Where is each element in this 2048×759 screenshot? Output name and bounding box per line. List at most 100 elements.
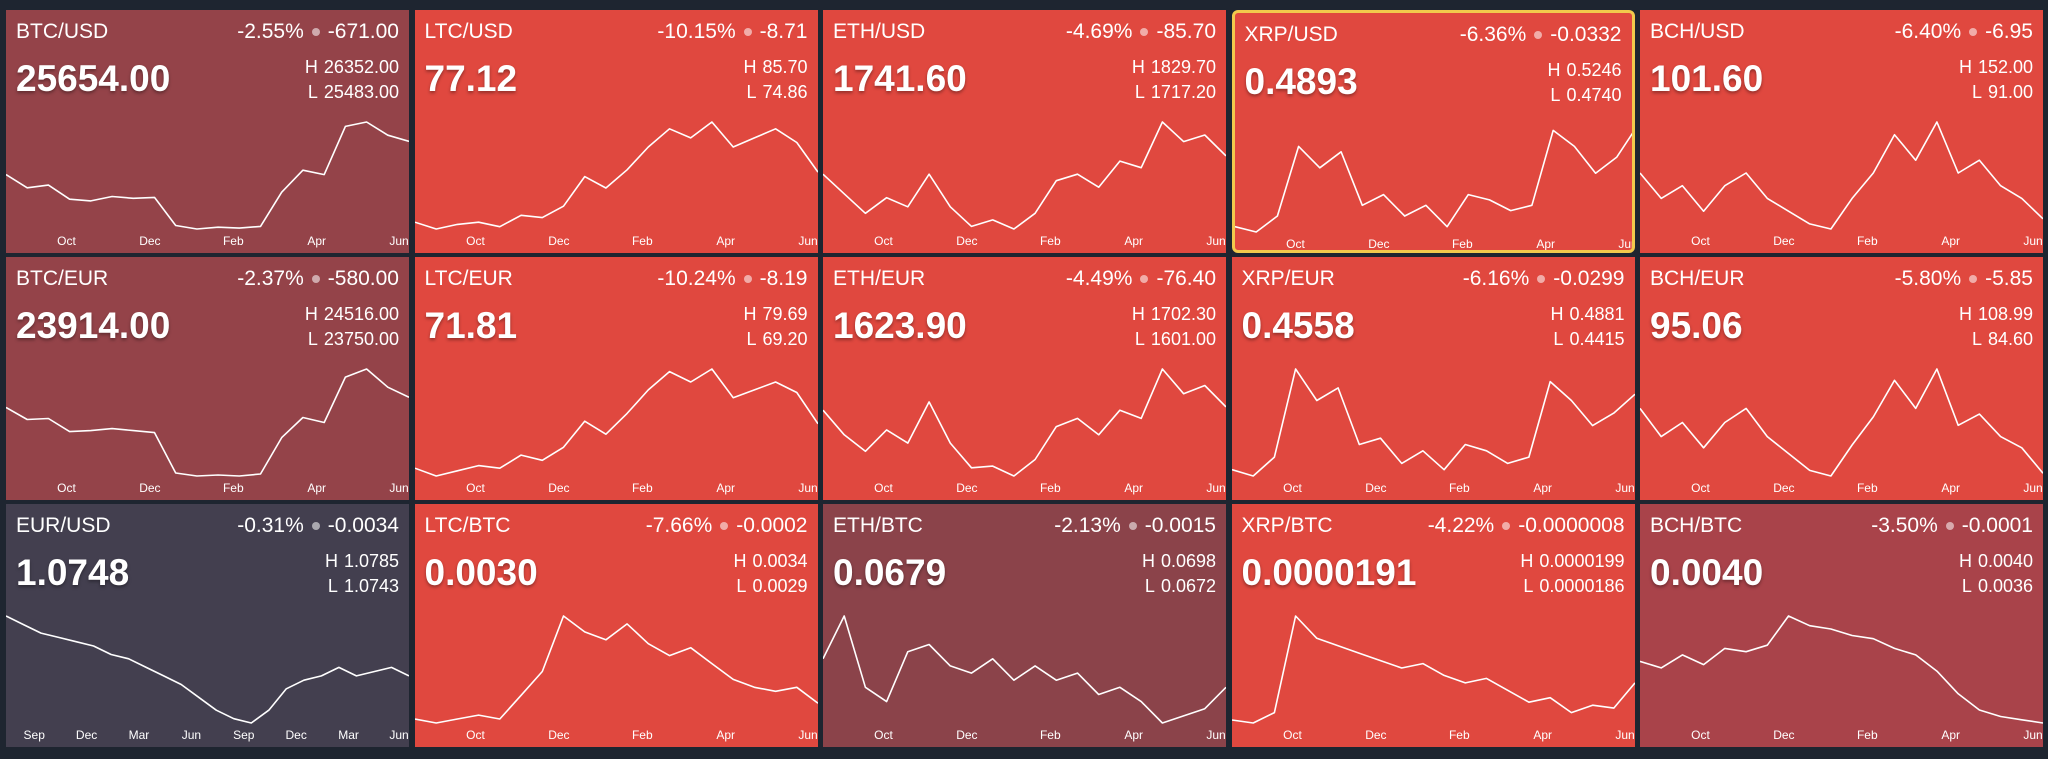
month-label: Jun (1206, 728, 1225, 742)
separator-dot (1537, 275, 1546, 283)
month-label: Jun (2023, 234, 2042, 248)
month-label: Dec (1773, 728, 1794, 742)
month-label: Jun (798, 234, 817, 248)
month-label: Apr (1124, 728, 1143, 742)
month-label: Apr (716, 481, 735, 495)
low-value: 0.0036 (1977, 576, 2033, 596)
change-percent: -2.37% (237, 267, 304, 290)
separator-dot (720, 522, 729, 530)
ticker-tile[interactable]: Oct Dec Feb Apr Jun ETH/EUR -4.49% -76.40 1623.9… (823, 257, 1226, 500)
change: -6.36% -0.0332 (1460, 23, 1622, 47)
low-label: L (307, 329, 318, 349)
high-label: H (1958, 551, 1972, 571)
month-label: Feb (1448, 481, 1469, 495)
change-value: -0.0001 (1961, 514, 2033, 537)
high-label: H (1958, 304, 1972, 324)
change: -4.22% -0.0000008 (1428, 514, 1625, 538)
ticker-tile[interactable]: Oct Dec Feb Apr Jun BCH/EUR -5.80% -5.85 95.06 H 1… (1640, 257, 2043, 500)
high-label: H (304, 304, 318, 324)
sparkline: Oct Dec Feb Apr Jun (1640, 368, 2043, 495)
sparkline: Oct Dec Feb Apr Jun (1640, 615, 2043, 742)
price: 25654.00 (16, 58, 171, 99)
low-value: 1.0743 (343, 576, 399, 596)
pair-name: BCH/USD (1650, 20, 1745, 43)
low-row: L 0.0000186 (1523, 576, 1624, 597)
month-label: Apr (1533, 728, 1552, 742)
high-value: 0.0698 (1160, 551, 1216, 571)
ticker-tile[interactable]: Oct Dec Feb Apr Jun LTC/EUR -10.24% -8.19 71.81 H… (414, 257, 818, 500)
month-label: Feb (631, 234, 652, 248)
high-label: H (1550, 304, 1564, 324)
high-row: H 0.0034 (733, 551, 807, 572)
ticker-tile[interactable]: Oct Dec Feb Apr Jun ETH/USD -4.69% -85.70 1741.6… (823, 10, 1226, 253)
high-label: H (1131, 304, 1145, 324)
change: -7.66% -0.0002 (646, 514, 808, 538)
sparkline: Oct Dec Feb Apr Jun (6, 368, 409, 495)
high-value: 24516.00 (323, 304, 399, 324)
price-line (1640, 368, 2043, 477)
high-value: 0.0000199 (1539, 551, 1625, 571)
ticker-tile[interactable]: Sep Dec Mar Jun Sep Dec Mar Jun EUR/USD -0.31% -0.… (6, 504, 409, 747)
high-row: H 0.5246 (1547, 60, 1621, 81)
low-value: 1601.00 (1150, 329, 1216, 349)
change-value: -5.85 (1985, 267, 2033, 290)
ticker-tile[interactable]: Oct Dec Feb Apr Jun BTC/USD -2.55% -671.00 25654… (6, 10, 409, 253)
low-label: L (307, 82, 318, 102)
ticker-tile[interactable]: Oct Dec Feb Apr Jun ETH/BTC -2.13% -0.0015 0.067… (823, 504, 1226, 747)
ticker-tile[interactable]: Oct Dec Feb Apr Jun LTC/USD -10.15% -8.71 77.12 H… (414, 10, 818, 253)
high-row: H 0.0698 (1142, 551, 1216, 572)
separator-dot (311, 522, 320, 530)
low-label: L (1134, 82, 1145, 102)
low-value: 91.00 (1987, 82, 2033, 102)
low-label: L (1971, 329, 1982, 349)
pair-name: XRP/BTC (1241, 514, 1333, 537)
change: -0.31% -0.0034 (237, 514, 399, 538)
ticker-tile[interactable]: Oct Dec Feb Apr Jun XRP/USD -6.36% -0.0332 0.489… (1231, 10, 1635, 253)
ticker-tile[interactable]: Oct Dec Feb Apr Jun BCH/BTC -3.50% -0.0001 0.004… (1640, 504, 2043, 747)
change-percent: -4.22% (1427, 514, 1495, 537)
sparkline: Oct Dec Feb Apr Jun (414, 121, 818, 248)
sparkline: Oct Dec Feb Apr Jun (1231, 615, 1635, 742)
pair-name: XRP/EUR (1241, 267, 1335, 290)
price-line (414, 615, 818, 724)
price: 0.4893 (1244, 61, 1358, 102)
ticker-tile[interactable]: Oct Dec Feb Apr Jun XRP/EUR -6.16% -0.0299 0.455… (1231, 257, 1635, 500)
month-label: Dec (139, 481, 160, 495)
ticker-tile[interactable]: Oct Dec Feb Apr Jun BCH/USD -6.40% -6.95 101.60 H… (1640, 10, 2043, 253)
month-label: Feb (1040, 728, 1061, 742)
month-label: Dec (76, 728, 97, 742)
month-label: Dec (548, 728, 569, 742)
change: -4.69% -85.70 (1066, 20, 1216, 44)
ticker-tile[interactable]: Oct Dec Feb Apr Jun BTC/EUR -2.37% -580.00 23914… (6, 257, 409, 500)
high-value: 1.0785 (343, 551, 399, 571)
low-label: L (327, 576, 338, 596)
high-value: 152.00 (1977, 57, 2033, 77)
high-value: 0.0040 (1977, 551, 2033, 571)
price: 77.12 (424, 58, 518, 99)
pair-name: ETH/BTC (833, 514, 923, 537)
month-label: Feb (631, 728, 652, 742)
ticker-tile[interactable]: Oct Dec Feb Apr Jun XRP/BTC -4.22% -0.0000008 0.… (1231, 504, 1635, 747)
high-row: H 26352.00 (305, 57, 399, 78)
change-value: -0.0332 (1550, 23, 1622, 46)
separator-dot (1502, 522, 1511, 530)
change: -10.15% -8.71 (657, 20, 807, 44)
high-label: H (324, 551, 338, 571)
month-label: Feb (631, 481, 652, 495)
low-row: L 25483.00 (308, 82, 399, 103)
month-label: Jun (1618, 237, 1635, 251)
change-value: -76.40 (1156, 267, 1216, 290)
price: 0.0000191 (1241, 552, 1417, 593)
high-value: 1702.30 (1150, 304, 1216, 324)
pair-name: XRP/USD (1244, 23, 1338, 46)
sparkline: Oct Dec Feb Apr Jun (823, 368, 1226, 495)
price-line (1640, 121, 2043, 230)
change: -6.16% -0.0299 (1463, 267, 1625, 291)
month-label: Oct (466, 728, 485, 742)
change-value: -85.70 (1156, 20, 1216, 43)
ticker-tile[interactable]: Oct Dec Feb Apr Jun LTC/BTC -7.66% -0.0002 0.003… (414, 504, 818, 747)
month-label: Feb (1857, 234, 1878, 248)
price: 71.81 (424, 305, 518, 346)
month-label: Feb (1448, 728, 1469, 742)
